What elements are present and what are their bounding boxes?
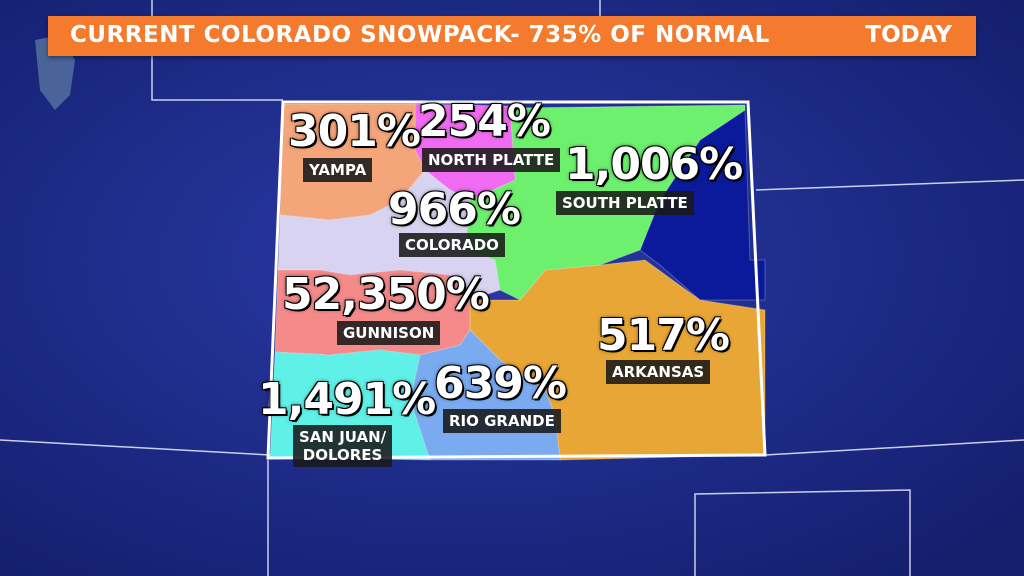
rio-grande-label: RIO GRANDE xyxy=(443,409,561,433)
colorado-percent: 966% xyxy=(388,184,521,235)
yampa-label: YAMPA xyxy=(303,158,373,182)
gunnison-percent: 52,350% xyxy=(282,269,490,320)
south-platte-percent: 1,006% xyxy=(565,139,743,190)
south-platte-label: SOUTH PLATTE xyxy=(556,191,694,215)
yampa-percent: 301% xyxy=(288,106,421,157)
san-juan-percent: 1,491% xyxy=(258,374,436,425)
gunnison-label: GUNNISON xyxy=(337,321,441,345)
banner-timeframe: TODAY xyxy=(865,22,952,48)
title-banner: CURRENT COLORADO SNOWPACK- 735% OF NORMA… xyxy=(48,16,976,56)
rio-grande-percent: 639% xyxy=(434,358,567,409)
arkansas-percent: 517% xyxy=(597,310,730,361)
north-platte-percent: 254% xyxy=(418,96,551,147)
san-juan-dolores-label: SAN JUAN/ DOLORES xyxy=(293,425,393,467)
colorado-label: COLORADO xyxy=(399,233,505,257)
colorado-state-border xyxy=(266,100,767,460)
banner-title: CURRENT COLORADO SNOWPACK- 735% OF NORMA… xyxy=(70,22,770,48)
north-platte-label: NORTH PLATTE xyxy=(422,148,561,172)
arkansas-label: ARKANSAS xyxy=(606,360,711,384)
